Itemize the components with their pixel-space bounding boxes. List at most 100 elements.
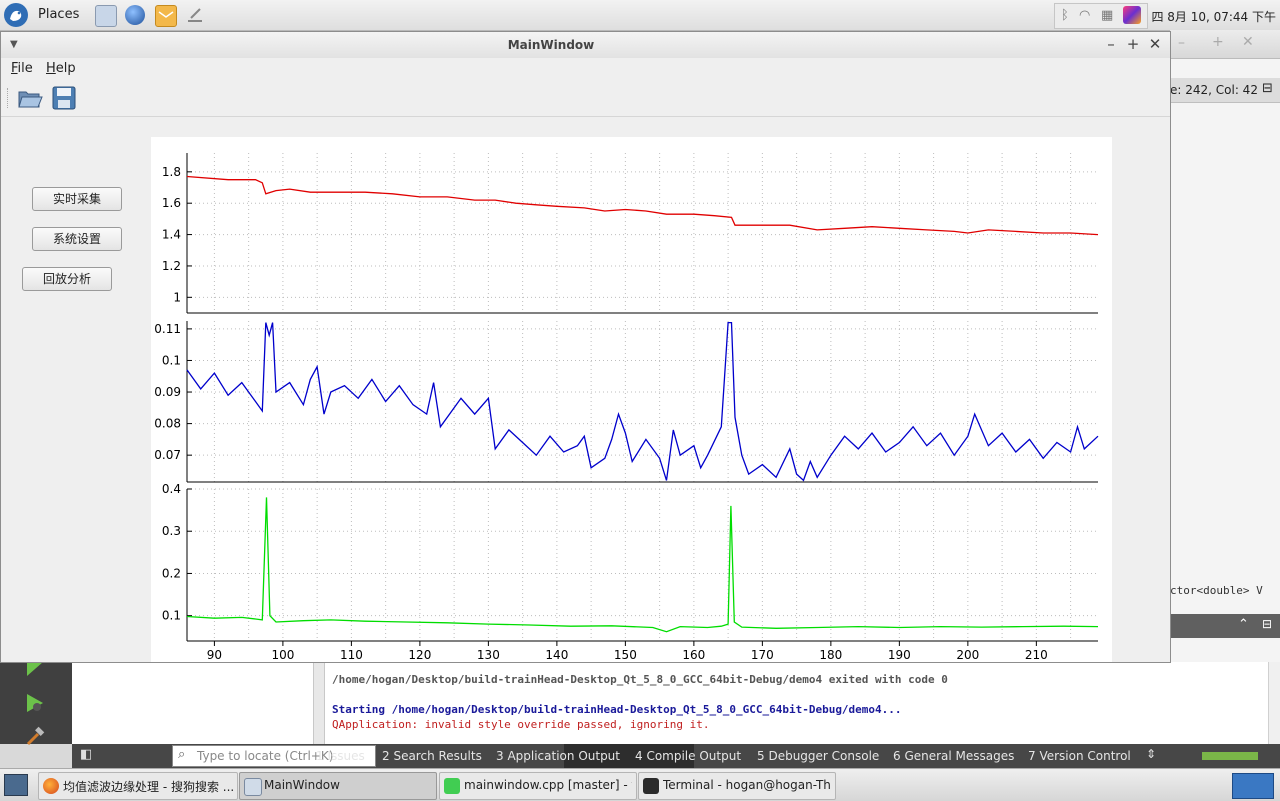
text-editor-icon[interactable] <box>185 5 205 25</box>
editor-toolbar <box>1170 78 1280 103</box>
close-icon[interactable]: ✕ <box>1242 34 1254 50</box>
maximize-icon[interactable]: + <box>1212 34 1224 50</box>
output-scrollbar[interactable] <box>1268 662 1280 744</box>
menubar: File Help <box>1 58 1170 80</box>
open-folder-icon[interactable] <box>17 85 43 111</box>
wifi-icon[interactable]: ◠ <box>1079 8 1091 23</box>
application-output: /home/hogan/Desktop/build-trainHead-Desk… <box>332 672 948 732</box>
show-desktop-icon[interactable] <box>4 774 28 796</box>
pane-search-results[interactable]: 2 Search Results <box>382 749 482 763</box>
y-tick-label: 0.11 <box>154 322 181 336</box>
x-tick-label: 210 <box>1025 648 1048 662</box>
task-terminal[interactable]: Terminal - hogan@hogan-Th... <box>638 772 836 800</box>
y-tick-label: 0.4 <box>162 482 181 496</box>
playback-analysis-button[interactable]: 回放分析 <box>22 267 112 291</box>
x-tick-label: 190 <box>888 648 911 662</box>
top-panel: Places ᛒ ◠ ▦ 四 8月 10, 07:44 下午 <box>0 0 1280 31</box>
menu-help[interactable]: Help <box>46 61 76 76</box>
output-pane-header: ⌃ ⊟ <box>1170 614 1280 638</box>
window-titlebar[interactable]: ▼ MainWindow – + ✕ <box>1 32 1170 59</box>
window-icon <box>244 778 262 796</box>
taskbar: 均值滤波边缘处理 - 搜狗搜索 ... MainWindow mainwindo… <box>0 768 1280 801</box>
line-column-indicator: e: 242, Col: 42 <box>1170 83 1258 97</box>
x-tick-label: 140 <box>545 648 568 662</box>
web-browser-icon[interactable] <box>125 5 145 25</box>
task-mainwindow[interactable]: MainWindow <box>239 772 437 800</box>
pane-version-control[interactable]: 7 Version Control <box>1028 749 1131 763</box>
pane-compile-output[interactable]: 4 Compile Output <box>635 749 742 763</box>
realtime-capture-button[interactable]: 实时采集 <box>32 187 122 211</box>
locator-box[interactable]: ⌕ Type to locate (Ctrl+K) <box>172 745 376 767</box>
window-title: MainWindow <box>507 38 595 52</box>
x-tick-label: 180 <box>819 648 842 662</box>
save-icon[interactable] <box>51 85 77 111</box>
main-window: ▼ MainWindow – + ✕ File Help 实时采集 系统设置 回… <box>0 31 1171 663</box>
xfce-menu-icon[interactable] <box>4 3 28 27</box>
pane-general-messages[interactable]: 6 General Messages <box>893 749 1015 763</box>
menu-file[interactable]: File <box>11 61 33 76</box>
close-icon[interactable]: ✕ <box>1148 35 1162 53</box>
task-label: mainwindow.cpp [master] - t... <box>464 778 632 792</box>
series-line <box>186 497 1099 633</box>
output-line <box>332 687 948 702</box>
pane-more-icon[interactable]: ⇕ <box>1146 747 1157 761</box>
debug-run-icon[interactable] <box>24 692 46 714</box>
task-qt-creator[interactable]: mainwindow.cpp [master] - t... <box>439 772 637 800</box>
jetbrains-toolbox-icon[interactable] <box>1123 6 1141 24</box>
bluetooth-icon[interactable]: ᛒ <box>1061 8 1069 23</box>
minimize-icon[interactable]: – <box>1107 35 1115 53</box>
minimize-icon[interactable]: – <box>1178 35 1185 51</box>
plot-area: 1.8 1.6 1.4 1.2 1 0.11 0.1 0.09 0.08 0.07 0.4 0.3 0.… <box>151 137 1112 662</box>
system-settings-button[interactable]: 系统设置 <box>32 227 122 251</box>
pane-issues[interactable]: 1 Issues <box>316 749 365 763</box>
series-line <box>186 321 1099 482</box>
code-fragment: ctor<double> V <box>1170 584 1263 597</box>
workspace-switcher[interactable] <box>1232 773 1274 799</box>
output-pane-bar: ◧ ⌕ Type to locate (Ctrl+K) 1 Issues 2 S… <box>72 744 1280 768</box>
qt-creator-icon <box>444 778 460 794</box>
build-hammer-icon[interactable] <box>24 726 46 748</box>
active-pane-highlight <box>564 744 694 768</box>
places-menu[interactable]: Places <box>38 7 80 22</box>
toolbar-handle[interactable] <box>7 88 11 108</box>
close-pane-icon[interactable]: ⊟ <box>1262 617 1273 631</box>
build-progress-bar <box>1202 752 1258 760</box>
y-tick-label: 0.07 <box>154 448 181 462</box>
pane-debugger-console[interactable]: 5 Debugger Console <box>757 749 880 763</box>
qt-creator-modebar <box>0 662 72 746</box>
y-tick-label: 1.6 <box>162 196 181 210</box>
pane-application-output[interactable]: 3 Application Output <box>496 749 620 763</box>
y-tick-label: 0.2 <box>162 566 181 580</box>
x-tick-label: 170 <box>751 648 774 662</box>
output-line: Starting /home/hogan/Desktop/build-train… <box>332 703 902 716</box>
show-desktop-icon[interactable] <box>95 5 117 27</box>
keyboard-icon[interactable]: ▦ <box>1101 8 1114 23</box>
system-tray: ᛒ ◠ ▦ <box>1054 3 1148 29</box>
window-menu-icon[interactable]: ▼ <box>10 39 18 50</box>
x-tick-label: 160 <box>682 648 705 662</box>
plot-canvas: 1.8 1.6 1.4 1.2 1 0.11 0.1 0.09 0.08 0.07 0.4 0.3 0.… <box>154 153 1099 662</box>
y-tick-label: 0.1 <box>162 353 181 367</box>
mail-icon[interactable] <box>155 5 177 27</box>
output-line: QApplication: invalid style override pas… <box>332 718 710 731</box>
chevron-up-icon[interactable]: ⌃ <box>1238 617 1249 632</box>
toolbar <box>1 80 1170 117</box>
y-tick-label: 0.3 <box>162 524 181 538</box>
locator-placeholder: Type to locate (Ctrl+K) <box>197 749 334 763</box>
toggle-sidebar-icon[interactable]: ◧ <box>80 747 93 762</box>
split-editor-icon[interactable]: ⊟ <box>1262 81 1273 96</box>
series-line <box>186 175 1099 236</box>
output-line: /home/hogan/Desktop/build-trainHead-Desk… <box>332 673 948 686</box>
y-tick-label: 1.4 <box>162 228 181 242</box>
task-label: Terminal - hogan@hogan-Th... <box>663 778 831 792</box>
y-tick-label: 1 <box>173 290 181 304</box>
run-icon[interactable] <box>24 662 46 678</box>
qt-creator-titlebar: – + ✕ <box>1170 30 1280 59</box>
output-splitter[interactable] <box>313 662 325 744</box>
x-tick-label: 130 <box>477 648 500 662</box>
clock[interactable]: 四 8月 10, 07:44 下午 <box>1151 10 1276 24</box>
maximize-icon[interactable]: + <box>1126 35 1140 53</box>
x-tick-label: 200 <box>956 648 979 662</box>
x-tick-label: 150 <box>614 648 637 662</box>
task-firefox[interactable]: 均值滤波边缘处理 - 搜狗搜索 ... <box>38 772 238 800</box>
